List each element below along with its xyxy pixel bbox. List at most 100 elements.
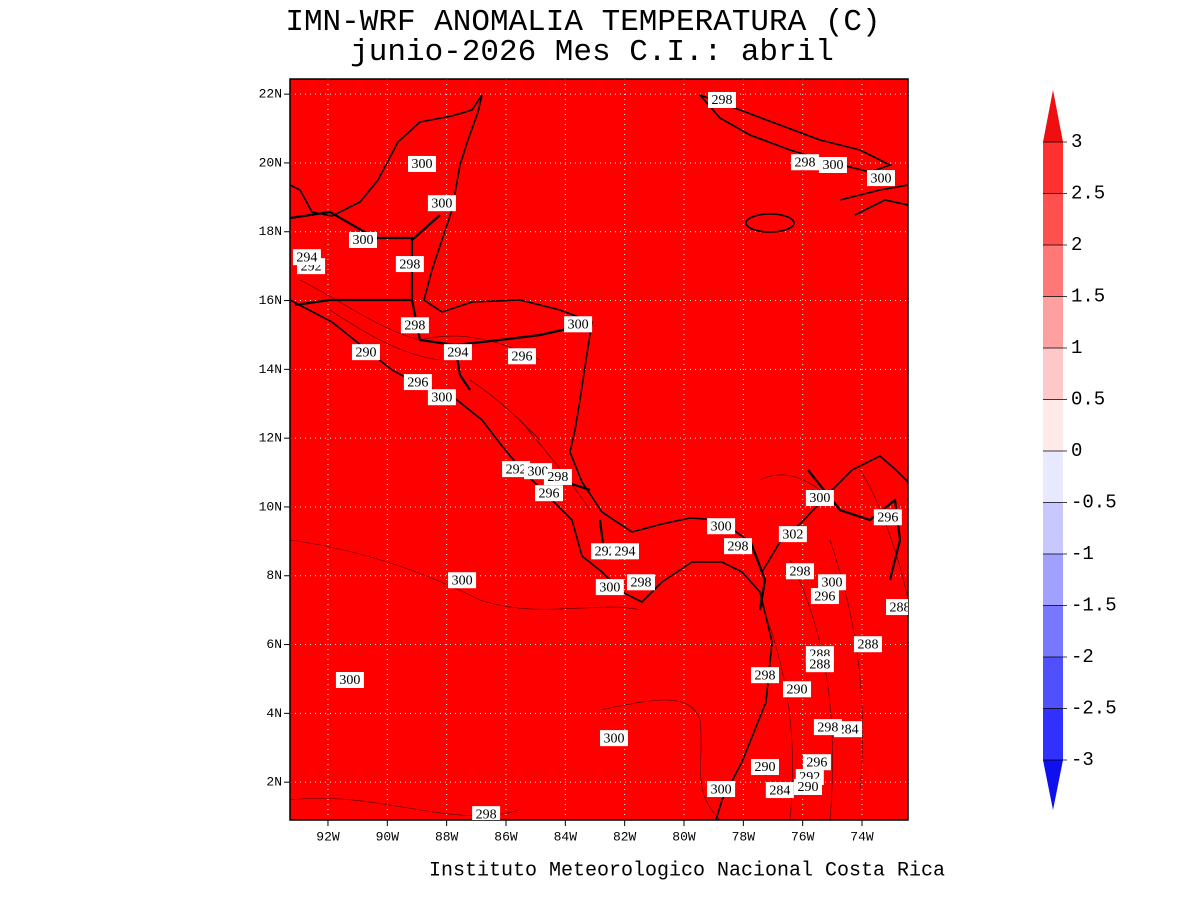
y-tick-label: 14N: [259, 362, 282, 377]
x-tick-label: 88W: [435, 829, 459, 844]
contour-label-box: [400, 317, 429, 334]
contour-label-box: [818, 157, 847, 174]
plot-area: [290, 79, 908, 820]
contour-label: 296: [539, 486, 560, 501]
x-tick-label: 78W: [732, 829, 756, 844]
colorbar-box: [1043, 657, 1063, 709]
contour-label-box: [595, 579, 624, 596]
contour-label: 300: [711, 782, 732, 797]
colorbar-label: 2: [1071, 234, 1082, 256]
contour-label: 298: [795, 155, 816, 170]
y-tick-label: 22N: [259, 87, 282, 102]
colorbar-box: [1043, 348, 1063, 400]
contour-label-box: [791, 154, 820, 171]
contour-label: 290: [787, 682, 808, 697]
colorbar-label: 0.5: [1071, 389, 1105, 411]
contour-label-box: [351, 344, 380, 361]
contour-label: 298: [754, 668, 775, 683]
contour-label: 292: [595, 545, 616, 560]
contour-label: 300: [352, 233, 373, 248]
y-tick-label: 12N: [259, 431, 282, 446]
colorbar-box: [1043, 193, 1063, 245]
colorbar-label: -1.5: [1071, 595, 1117, 617]
contour-label: 294: [614, 545, 635, 560]
contour-label-box: [813, 719, 842, 736]
contour-label-box: [292, 249, 321, 266]
x-tick-label: 82W: [613, 829, 637, 844]
x-tick-label: 74W: [850, 829, 874, 844]
contour-label-box: [805, 490, 834, 507]
contour-label: 300: [822, 576, 843, 591]
contour-label: 298: [399, 257, 420, 272]
axes: 92W 90W 88W 86W 84W 82W 80W 78W 76W 74W 2N 4N 6N 8N 10…: [259, 87, 874, 845]
contour-label-box: [810, 588, 839, 605]
contour-label: 296: [512, 349, 533, 364]
contour-label: 284: [769, 783, 790, 798]
contour-label: 298: [476, 807, 497, 822]
y-tick-label: 6N: [266, 637, 282, 652]
contour-label-box: [348, 231, 377, 248]
contour-label: 288: [857, 637, 878, 652]
contour-label-box: [802, 754, 831, 771]
colorbar-label: -0.5: [1071, 492, 1117, 514]
contour-label: 300: [339, 673, 360, 688]
colorbar-label: 1.5: [1071, 286, 1105, 308]
contour-label: 298: [790, 564, 811, 579]
contour-label-box: [786, 563, 815, 580]
y-tick-label: 10N: [259, 499, 282, 514]
contour-label-box: [427, 195, 456, 212]
contour-label: 300: [809, 491, 830, 506]
y-tick-label: 4N: [266, 706, 282, 721]
contour-label: 298: [404, 319, 425, 334]
colorbar: 3 2.5 2 1.5 1 0.5 0 -0.5 -1 -1.5 -2 -2.5 -3: [1043, 90, 1117, 810]
contour-label: 300: [822, 158, 843, 173]
x-tick-label: 80W: [672, 829, 696, 844]
contour-label-box: [448, 572, 477, 589]
y-tick-label: 18N: [259, 224, 282, 239]
colorbar-box: [1043, 502, 1063, 554]
colorbar-box: [1043, 399, 1063, 451]
colorbar-box: [1043, 296, 1063, 348]
contour-label-box: [885, 599, 908, 616]
contour-label-box: [335, 671, 364, 688]
x-tick-label: 76W: [791, 829, 815, 844]
colorbar-arrow-bottom: [1043, 760, 1063, 810]
contour-label: 294: [296, 250, 317, 265]
contour-label-box: [626, 574, 655, 591]
contour-label-box: [805, 656, 834, 673]
contour-label-box: [472, 806, 501, 820]
contour-label: 298: [711, 93, 732, 108]
colorbar-box: [1043, 554, 1063, 606]
contour-label-box: [750, 667, 779, 684]
colorbar-label: -1: [1071, 543, 1094, 565]
x-tick-label: 90W: [376, 829, 400, 844]
contour-label: 300: [871, 171, 892, 186]
contour-label-box: [427, 389, 456, 406]
y-tick-label: 16N: [259, 293, 282, 308]
contour-label-box: [778, 526, 807, 543]
x-tick-label: 86W: [494, 829, 518, 844]
contour-label-box: [535, 485, 564, 502]
contour-label-box: [564, 316, 593, 333]
colorbar-box: [1043, 245, 1063, 297]
contour-label: 298: [630, 576, 651, 591]
contour-label-box: [707, 91, 736, 108]
contour-label: 300: [599, 580, 620, 595]
contour-label: 302: [782, 527, 803, 542]
contour-label: 290: [355, 345, 376, 360]
colorbar-label: 3: [1071, 131, 1082, 153]
colorbar-label: -2: [1071, 646, 1094, 668]
plot-frame: [289, 78, 909, 821]
contour-label: 298: [547, 470, 568, 485]
contour-label-box: [707, 518, 736, 535]
colorbar-arrow-top: [1043, 90, 1063, 142]
colorbar-box: [1043, 142, 1063, 194]
colorbar-label: 0: [1071, 440, 1082, 462]
contour-label: 296: [407, 375, 428, 390]
colorbar-box: [1043, 708, 1063, 760]
map-subtitle: junio-2026 Mes C.I.: abril: [350, 35, 834, 70]
contour-label-box: [867, 170, 896, 187]
y-tick-label: 20N: [259, 155, 282, 170]
